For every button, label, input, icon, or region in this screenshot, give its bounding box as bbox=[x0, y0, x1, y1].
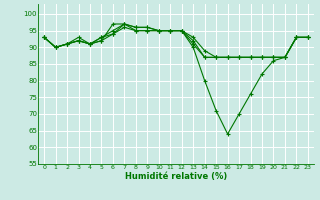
X-axis label: Humidité relative (%): Humidité relative (%) bbox=[125, 172, 227, 181]
